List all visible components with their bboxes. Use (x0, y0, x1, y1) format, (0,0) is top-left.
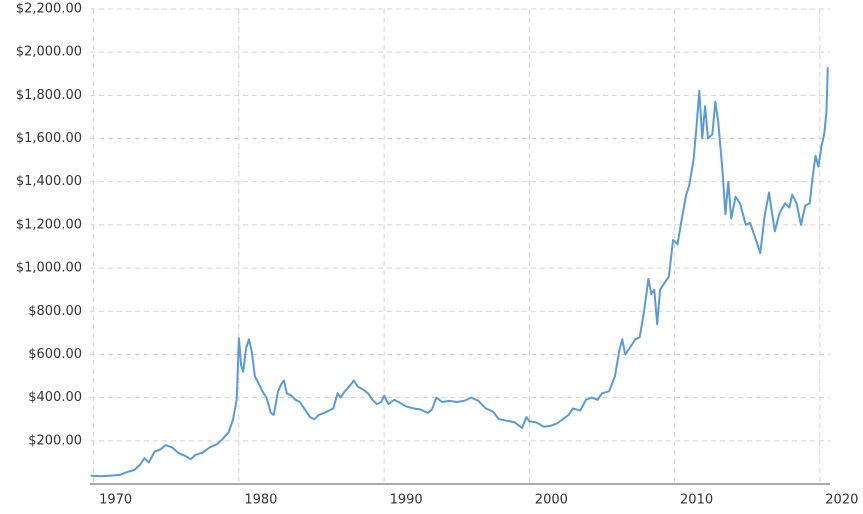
x-tick-label: 2020 (825, 493, 858, 508)
y-tick-label: $1,800.00 (16, 88, 82, 103)
x-tick-label: 1980 (244, 493, 277, 508)
x-tick-label: 2000 (535, 493, 568, 508)
y-tick-label: $800.00 (28, 304, 82, 319)
y-tick-label: $400.00 (28, 390, 82, 405)
y-tick-label: $1,000.00 (16, 261, 82, 276)
y-tick-label: $1,400.00 (16, 174, 82, 189)
y-tick-label: $1,200.00 (16, 217, 82, 232)
x-tick-label: 1970 (99, 493, 132, 508)
x-tick-label: 2010 (680, 493, 713, 508)
y-tick-label: $200.00 (28, 433, 82, 448)
y-tick-label: $2,200.00 (16, 2, 82, 17)
price-line (90, 67, 829, 478)
y-tick-label: $600.00 (28, 347, 82, 362)
y-tick-label: $2,000.00 (16, 45, 82, 60)
y-tick-label: $1,600.00 (16, 131, 82, 146)
x-tick-label: 1990 (390, 493, 423, 508)
